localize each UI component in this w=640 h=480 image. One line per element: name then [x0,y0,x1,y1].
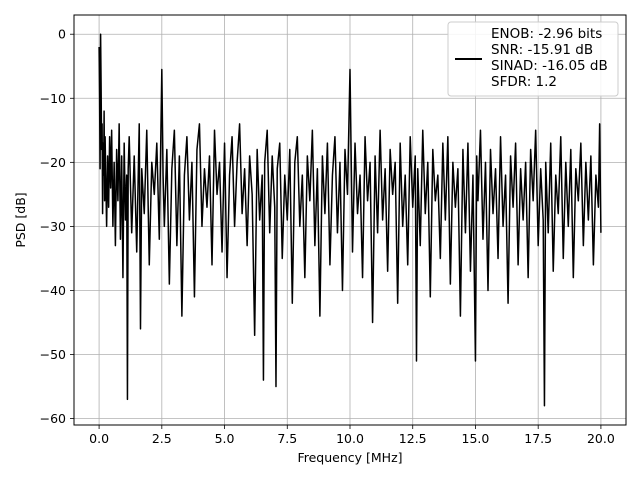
legend: ENOB: -2.96 bits SNR: -15.91 dB SINAD: -… [447,21,619,97]
y-axis-ticks: 0 −10 −20 −30 −40 −50 −60 [40,27,74,426]
y-axis-label: PSD [dB] [13,192,28,247]
y-tick-label: 0 [58,27,66,42]
x-axis-ticks: 0.0 2.5 5.0 7.5 10.0 12.5 15.0 17.5 20.0 [89,425,615,446]
x-tick-label: 2.5 [152,431,172,446]
y-tick-label: −40 [40,283,66,298]
y-tick-label: −10 [40,91,66,106]
psd-series-line [98,33,602,407]
y-tick-label: −50 [40,347,66,362]
legend-entry-enob: ENOB: -2.96 bits [491,26,602,42]
x-tick-label: 5.0 [215,431,235,446]
x-tick-label: 10.0 [336,431,364,446]
x-tick-label: 7.5 [277,431,297,446]
legend-entry-snr: SNR: -15.91 dB [491,42,593,58]
y-tick-label: −20 [40,155,66,170]
legend-entry-sfdr: SFDR: 1.2 [491,74,557,90]
y-tick-label: −30 [40,219,66,234]
y-tick-label: −60 [40,411,66,426]
x-tick-label: 17.5 [524,431,552,446]
x-tick-label: 20.0 [587,431,615,446]
x-tick-label: 12.5 [399,431,427,446]
plot-area [98,33,602,407]
legend-entry-sinad: SINAD: -16.05 dB [491,58,608,74]
x-tick-label: 15.0 [462,431,490,446]
x-axis-label: Frequency [MHz] [297,450,402,465]
x-tick-label: 0.0 [89,431,109,446]
legend-box [447,21,619,97]
